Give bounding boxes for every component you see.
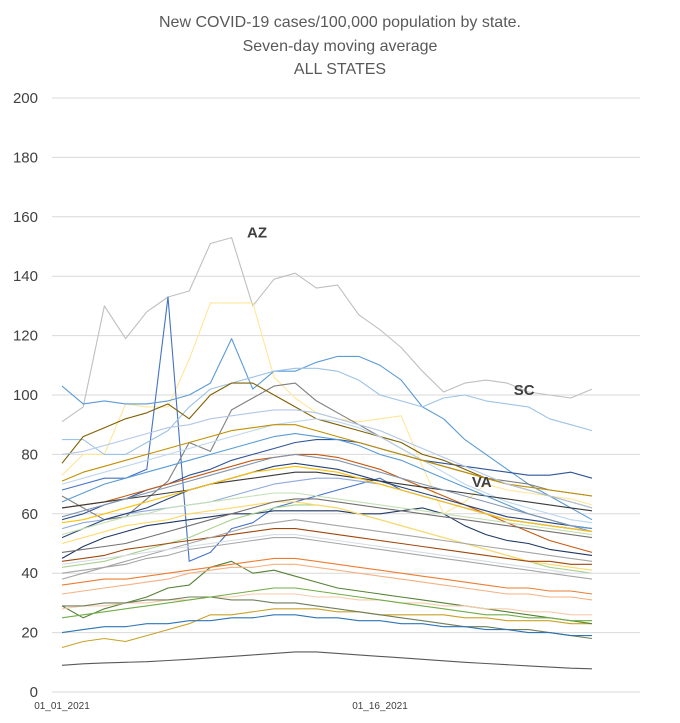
series-line-33 (61, 409, 593, 509)
series-line-28 (61, 433, 593, 530)
series-line-24 (61, 651, 593, 670)
chart-title-line-1: New COVID-19 cases/100,000 population by… (159, 14, 521, 31)
series-line-21 (61, 498, 593, 553)
y-tick-label: 0 (30, 684, 38, 701)
series-line-35 (61, 465, 593, 533)
series-line-9 (61, 608, 592, 649)
series-line-19 (61, 462, 593, 539)
series-line-14 (61, 453, 593, 553)
series-line-32 (61, 453, 593, 533)
annotations: AZ SC VA (247, 225, 535, 491)
series-line-8 (62, 367, 593, 455)
series-line-12 (61, 560, 593, 625)
y-axis: 0 20 40 60 80 100 120 140 160 180 200 (13, 90, 38, 701)
series-line-3 (61, 296, 593, 562)
series-line-22 (61, 557, 593, 595)
chart-title-line-3: ALL STATES (294, 61, 386, 78)
annotation-va: VA (472, 474, 492, 491)
series-line-26 (61, 528, 592, 565)
y-tick-label: 120 (13, 328, 38, 345)
series-line-34 (61, 534, 592, 574)
series-lines (61, 237, 593, 670)
y-tick-label: 160 (13, 209, 38, 226)
gridlines (52, 97, 640, 693)
series-line-18 (61, 501, 593, 571)
x-tick-label: 01_01_2021 (34, 701, 90, 712)
series-line-20 (61, 471, 593, 512)
chart-title: New COVID-19 cases/100,000 population by… (159, 14, 521, 78)
series-line-29 (61, 519, 593, 580)
series-line-13 (61, 563, 593, 601)
y-tick-label: 180 (13, 149, 38, 166)
series-line-4 (61, 338, 593, 521)
series-line-31 (61, 614, 592, 637)
annotation-az: AZ (247, 225, 267, 242)
y-tick-label: 200 (13, 90, 38, 107)
y-tick-label: 140 (13, 268, 38, 285)
y-tick-label: 80 (21, 446, 38, 463)
x-axis: 01_01_2021 01_16_2021 (34, 701, 408, 712)
chart-title-line-2: Seven-day moving average (243, 38, 438, 55)
y-tick-label: 20 (21, 625, 38, 642)
series-line-15 (61, 418, 593, 524)
x-tick-label: 01_16_2021 (352, 701, 408, 712)
y-tick-label: 40 (21, 565, 38, 582)
annotation-sc: SC (514, 382, 535, 399)
series-line-30 (61, 492, 593, 536)
series-line-23 (61, 593, 592, 616)
y-tick-label: 60 (21, 506, 38, 523)
series-line-1 (61, 237, 593, 423)
series-line-6 (61, 507, 593, 559)
y-tick-label: 100 (13, 387, 38, 404)
series-line-17 (61, 537, 593, 580)
series-line-36 (61, 587, 592, 622)
